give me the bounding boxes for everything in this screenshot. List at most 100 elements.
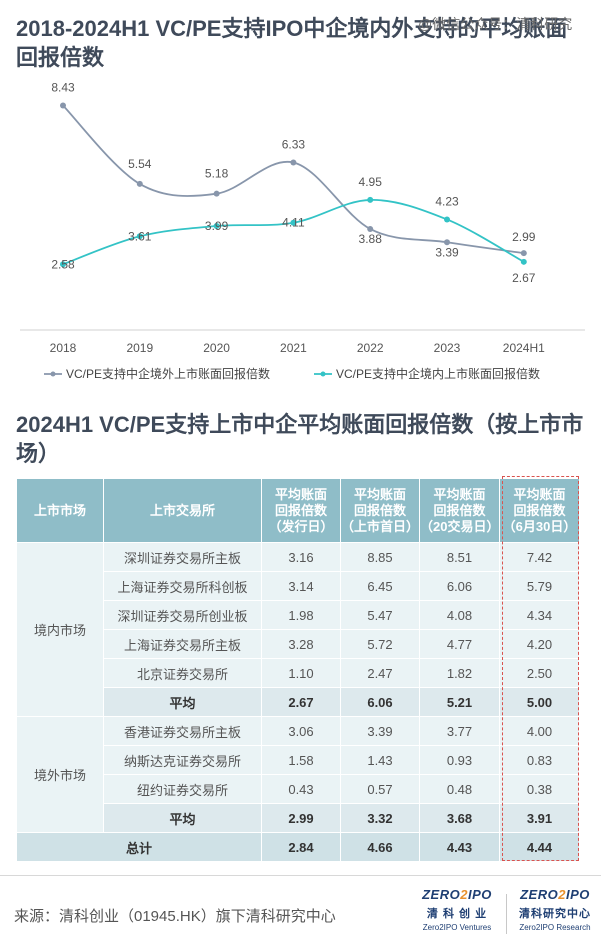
value-cell: 1.43	[340, 745, 420, 775]
column-header: 上市市场	[16, 478, 104, 543]
value-cell: 1.82	[419, 658, 500, 688]
column-header: 平均账面 回报倍数 （上市首日）	[340, 478, 420, 543]
value-cell: 1.58	[261, 745, 341, 775]
value-cell: 3.28	[261, 629, 341, 659]
data-point	[290, 219, 297, 226]
x-tick-label: 2023	[434, 341, 461, 355]
average-value: 5.00	[499, 687, 580, 717]
value-cell: 0.43	[261, 774, 341, 804]
chart-title: 2018-2024H1 VC/PE支持IPO中企境内外支持的平均账面回报倍数	[16, 16, 568, 70]
average-value: 3.68	[419, 803, 500, 833]
legend-swatch-dot	[320, 371, 326, 377]
x-tick-label: 2022	[357, 341, 384, 355]
table-header-row: 上市市场 上市交易所 平均账面 回报倍数 （发行日） 平均账面 回报倍数 （上市首日） 平均账面…	[16, 478, 580, 543]
exchange-cell: 香港证券交易所主板	[103, 716, 262, 746]
legend-label: VC/PE支持中企境外上市账面回报倍数	[66, 366, 270, 381]
value-cell: 3.77	[419, 716, 500, 746]
data-point	[213, 190, 220, 197]
x-tick-label: 2021	[280, 341, 307, 355]
total-value: 2.84	[261, 832, 341, 862]
data-label: 5.18	[205, 167, 229, 181]
value-cell: 4.77	[419, 629, 500, 659]
table-title: 2024H1 VC/PE支持上市中企平均账面回报倍数（按上市市场）	[16, 412, 584, 466]
exchange-cell: 深圳证券交易所主板	[103, 542, 262, 572]
value-cell: 4.34	[499, 600, 580, 630]
value-cell: 2.47	[340, 658, 420, 688]
table-row: 纽约证券交易所 0.43 0.57 0.48 0.38	[17, 774, 580, 804]
value-cell: 8.51	[419, 542, 500, 572]
average-value: 5.21	[419, 687, 500, 717]
column-header: 平均账面 回报倍数 （发行日）	[261, 478, 341, 543]
exchange-cell: 上海证券交易所科创板	[103, 571, 262, 601]
data-label: 3.88	[359, 232, 383, 246]
data-point	[136, 233, 143, 240]
table-row: 境内市场 深圳证券交易所主板 3.16 8.85 8.51 7.42	[16, 542, 580, 717]
column-header: 平均账面 回报倍数 （20交易日）	[419, 478, 500, 543]
data-label: 8.43	[51, 80, 75, 94]
data-point	[136, 180, 143, 187]
table-row: 上海证券交易所主板 3.28 5.72 4.77 4.20	[17, 629, 580, 659]
logo-separator	[506, 894, 507, 934]
value-cell: 8.85	[340, 542, 420, 572]
data-label: 2.58	[51, 257, 75, 271]
footer-divider	[0, 875, 601, 876]
data-label: 4.95	[359, 175, 383, 189]
data-label: 3.61	[128, 229, 152, 243]
exchange-cell: 纽约证券交易所	[103, 774, 262, 804]
value-cell: 6.06	[419, 571, 500, 601]
value-cell: 2.50	[499, 658, 580, 688]
value-cell: 0.48	[419, 774, 500, 804]
legend-label: VC/PE支持中企境内上市账面回报倍数	[336, 366, 540, 381]
legend-swatch-dot	[50, 371, 56, 377]
data-label: 6.33	[282, 137, 306, 151]
line-chart: 2018 2019 2020 2021 2022 2023 2024H1 8.43 5.54 5.…	[20, 80, 585, 381]
zero2ipo-research-logo: ZERO2IPO 清科研究中心 Zero2IPO Research	[519, 887, 591, 932]
table-row: 纳斯达克证券交易所 1.58 1.43 0.93 0.83	[17, 745, 580, 775]
total-value: 4.43	[419, 832, 500, 862]
value-cell: 3.39	[340, 716, 420, 746]
value-cell: 5.79	[499, 571, 580, 601]
total-label: 总计	[16, 832, 262, 862]
data-point	[290, 159, 297, 166]
total-value: 4.44	[499, 832, 580, 862]
data-label: 5.54	[128, 157, 152, 171]
value-cell: 4.08	[419, 600, 500, 630]
data-label: 4.11	[282, 216, 305, 230]
market-cell: 境外市场	[16, 716, 104, 833]
data-point	[520, 258, 527, 265]
x-tick-label: 2020	[203, 341, 230, 355]
value-cell: 3.06	[261, 716, 341, 746]
value-cell: 1.10	[261, 658, 341, 688]
table-row: 境外市场 香港证券交易所主板 3.06 3.39 3.77 4.00	[16, 716, 580, 833]
source-note: 来源：清科创业（01945.HK）旗下清科研究中心	[14, 908, 336, 925]
data-point	[444, 239, 450, 246]
market-cell: 境内市场	[16, 542, 104, 717]
average-label: 平均	[103, 687, 262, 717]
exchange-cell: 北京证券交易所	[103, 658, 262, 688]
value-cell: 0.57	[340, 774, 420, 804]
value-cell: 7.42	[499, 542, 580, 572]
value-cell: 0.83	[499, 745, 580, 775]
value-cell: 0.38	[499, 774, 580, 804]
value-cell: 3.14	[261, 571, 341, 601]
value-cell: 3.16	[261, 542, 341, 572]
data-label: 3.99	[205, 219, 229, 233]
exchange-cell: 纳斯达克证券交易所	[103, 745, 262, 775]
x-tick-label: 2018	[50, 341, 77, 355]
value-cell: 4.00	[499, 716, 580, 746]
total-row: 总计 2.84 4.66 4.43 4.44	[16, 832, 580, 862]
data-label: 2.99	[512, 230, 536, 244]
average-value: 2.67	[261, 687, 341, 717]
value-cell: 1.98	[261, 600, 341, 630]
data-label: 3.39	[435, 245, 459, 259]
x-tick-label: 2019	[126, 341, 153, 355]
total-value: 4.66	[340, 832, 420, 862]
data-point	[213, 222, 220, 229]
data-point	[367, 225, 374, 232]
value-cell: 4.20	[499, 629, 580, 659]
average-value: 2.99	[261, 803, 341, 833]
average-row: 平均 2.99 3.32 3.68 3.91	[17, 803, 580, 833]
average-value: 3.32	[340, 803, 420, 833]
average-label: 平均	[103, 803, 262, 833]
data-point	[60, 102, 66, 109]
